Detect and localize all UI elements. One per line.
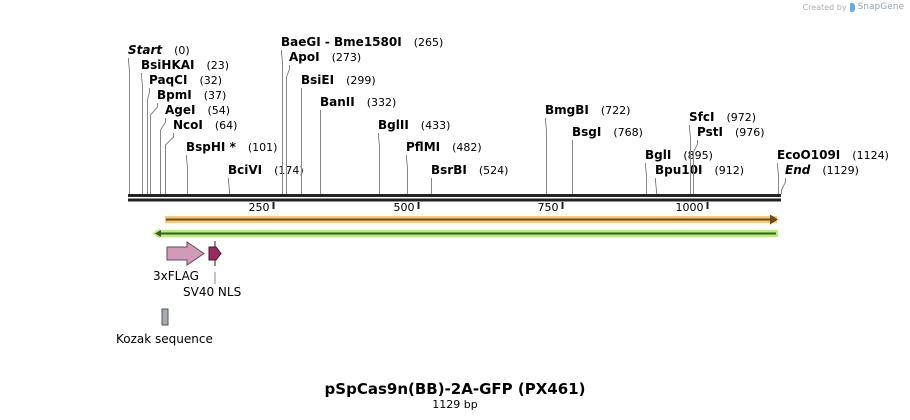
credit-prefix: Created by bbox=[802, 2, 847, 12]
site-name: BglII bbox=[378, 118, 409, 132]
site-position: (37) bbox=[204, 89, 227, 102]
site-name: BglI bbox=[645, 148, 671, 162]
site-position: (1129) bbox=[822, 164, 859, 177]
site-name: BmgBI bbox=[545, 103, 589, 117]
ruler-tick-label: 750 bbox=[538, 201, 559, 214]
site-name: AgeI bbox=[165, 103, 195, 117]
site-bpmi[interactable]: BpmI (37) bbox=[150, 88, 227, 194]
site-name: BspHI * bbox=[186, 140, 237, 154]
site-name: PaqCI bbox=[149, 73, 187, 87]
site-position: (912) bbox=[714, 164, 744, 177]
site-name: SfcI bbox=[689, 110, 714, 124]
ruler-tick-label: 1000 bbox=[676, 201, 704, 214]
site-bsgi[interactable]: BsgI (768) bbox=[572, 125, 643, 194]
site-position: (265) bbox=[414, 36, 444, 49]
site-name: Bpu10I bbox=[655, 163, 702, 177]
site-name: PflMI bbox=[406, 140, 440, 154]
site-position: (0) bbox=[174, 44, 190, 57]
site-position: (32) bbox=[199, 74, 222, 87]
site-name: BsrBI bbox=[431, 163, 467, 177]
site-ecoo109i[interactable]: EcoO109I (1124) bbox=[777, 148, 889, 194]
site-name: BanII bbox=[320, 95, 355, 109]
site-paqci[interactable]: PaqCI (32) bbox=[147, 73, 223, 194]
feature-label-kozak: Kozak sequence bbox=[116, 332, 213, 346]
site-position: (524) bbox=[479, 164, 509, 177]
site-psti[interactable]: PstI (976) bbox=[693, 125, 765, 194]
credit-brand: SnapGene bbox=[857, 2, 904, 12]
site-bpu10i[interactable]: Bpu10I (912) bbox=[655, 163, 744, 194]
site-position: (976) bbox=[735, 126, 765, 139]
ruler-tick-label: 250 bbox=[249, 201, 270, 214]
site-agei[interactable]: AgeI (54) bbox=[160, 103, 231, 194]
site-position: (273) bbox=[332, 51, 362, 64]
site-bsrbi[interactable]: BsrBI (524) bbox=[431, 163, 508, 194]
site-position: (64) bbox=[215, 119, 238, 132]
reverse-feature-bar[interactable] bbox=[152, 228, 778, 239]
site-name: BaeGI - Bme1580I bbox=[281, 35, 402, 49]
backbone bbox=[128, 194, 781, 202]
site-position: (332) bbox=[367, 96, 397, 109]
site-position: (54) bbox=[207, 104, 230, 117]
site-position: (299) bbox=[346, 74, 376, 87]
site-position: (768) bbox=[613, 126, 643, 139]
site-bcivi[interactable]: BciVI (174) bbox=[228, 163, 304, 194]
site-name: NcoI bbox=[173, 118, 203, 132]
restriction-sites: Start (0)BsiHKAI (23)PaqCI (32)BpmI (37)AgeI… bbox=[128, 35, 889, 194]
site-position: (972) bbox=[726, 111, 756, 124]
site-name: EcoO109I bbox=[777, 148, 840, 162]
site-end[interactable]: End (1129) bbox=[781, 163, 859, 194]
site-ncoi[interactable]: NcoI (64) bbox=[165, 118, 238, 194]
site-bsiei[interactable]: BsiEI (299) bbox=[301, 73, 376, 194]
site-name: Start bbox=[128, 43, 163, 57]
site-start[interactable]: Start (0) bbox=[128, 43, 190, 194]
site-name: PstI bbox=[697, 125, 723, 139]
feature-sv40-nls[interactable] bbox=[208, 241, 222, 284]
site-name: BsiHKAI bbox=[141, 58, 195, 72]
site-position: (433) bbox=[421, 119, 451, 132]
site-name: BsgI bbox=[572, 125, 601, 139]
map-length: 1129 bp bbox=[432, 398, 478, 411]
ruler-ticks: 250 500 750 1000 bbox=[249, 201, 709, 214]
site-name: End bbox=[785, 163, 811, 177]
snapgene-logo-icon bbox=[849, 2, 855, 12]
site-bsihkai[interactable]: BsiHKAI (23) bbox=[141, 58, 229, 194]
feature-3xflag[interactable] bbox=[166, 241, 205, 266]
site-bsphi[interactable]: BspHI * (101) bbox=[186, 140, 277, 194]
site-banii[interactable]: BanII (332) bbox=[320, 95, 396, 194]
site-bglii[interactable]: BglII (433) bbox=[378, 118, 450, 194]
forward-feature-bar[interactable] bbox=[165, 214, 778, 225]
site-sfci[interactable]: SfcI (972) bbox=[689, 110, 756, 194]
site-position: (722) bbox=[601, 104, 631, 117]
site-position: (895) bbox=[683, 149, 713, 162]
feature-label-3xflag: 3xFLAG bbox=[153, 269, 199, 283]
feature-kozak-sequence[interactable] bbox=[161, 308, 169, 326]
ruler-tick-label: 500 bbox=[394, 201, 415, 214]
site-baegi-bme1580i[interactable]: BaeGI - Bme1580I (265) bbox=[281, 35, 443, 194]
site-position: (482) bbox=[452, 141, 482, 154]
site-position: (23) bbox=[207, 59, 230, 72]
site-pflmi[interactable]: PflMI (482) bbox=[406, 140, 482, 194]
site-bmgbi[interactable]: BmgBI (722) bbox=[545, 103, 630, 194]
site-position: (101) bbox=[248, 141, 278, 154]
site-name: BciVI bbox=[228, 163, 262, 177]
map-title: pSpCas9n(BB)-2A-GFP (PX461) bbox=[324, 380, 586, 398]
site-name: ApoI bbox=[289, 50, 320, 64]
site-name: BsiEI bbox=[301, 73, 334, 87]
snapgene-credit: Created by SnapGene bbox=[803, 2, 904, 12]
site-apoi[interactable]: ApoI (273) bbox=[286, 50, 362, 194]
site-position: (174) bbox=[274, 164, 304, 177]
site-name: BpmI bbox=[157, 88, 192, 102]
feature-label-sv40-nls: SV40 NLS bbox=[183, 285, 241, 299]
site-position: (1124) bbox=[852, 149, 889, 162]
